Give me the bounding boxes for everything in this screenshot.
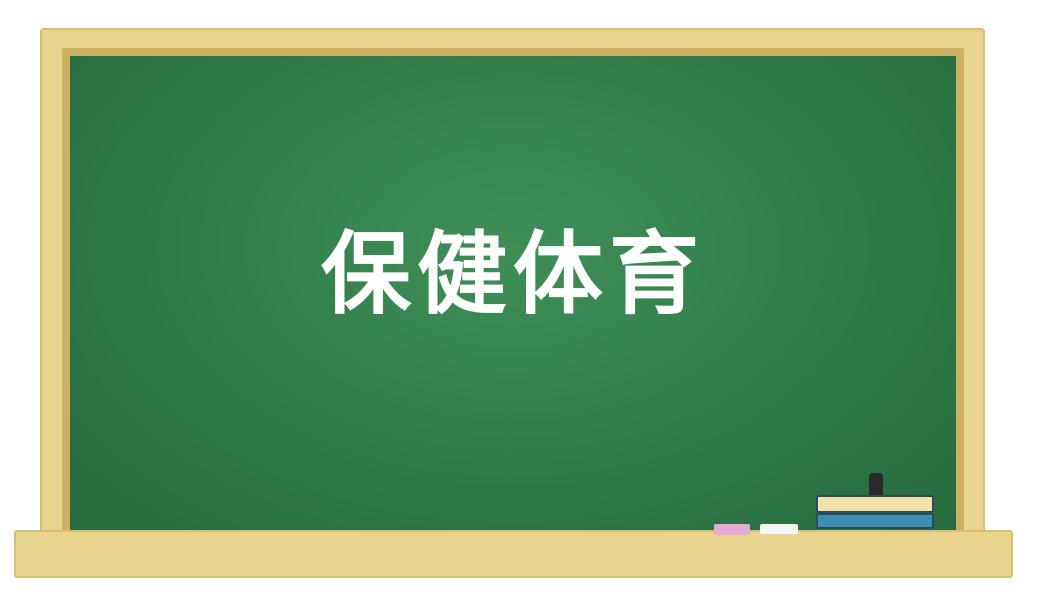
blackboard-eraser-icon [816, 473, 934, 531]
eraser-felt [816, 513, 934, 529]
chalkboard [70, 56, 956, 534]
chalk-tray [14, 530, 1013, 578]
eraser-top [816, 495, 934, 513]
pink-chalk-icon [714, 524, 750, 535]
white-chalk-icon [760, 524, 798, 534]
board-title: 保健体育 [321, 222, 705, 327]
